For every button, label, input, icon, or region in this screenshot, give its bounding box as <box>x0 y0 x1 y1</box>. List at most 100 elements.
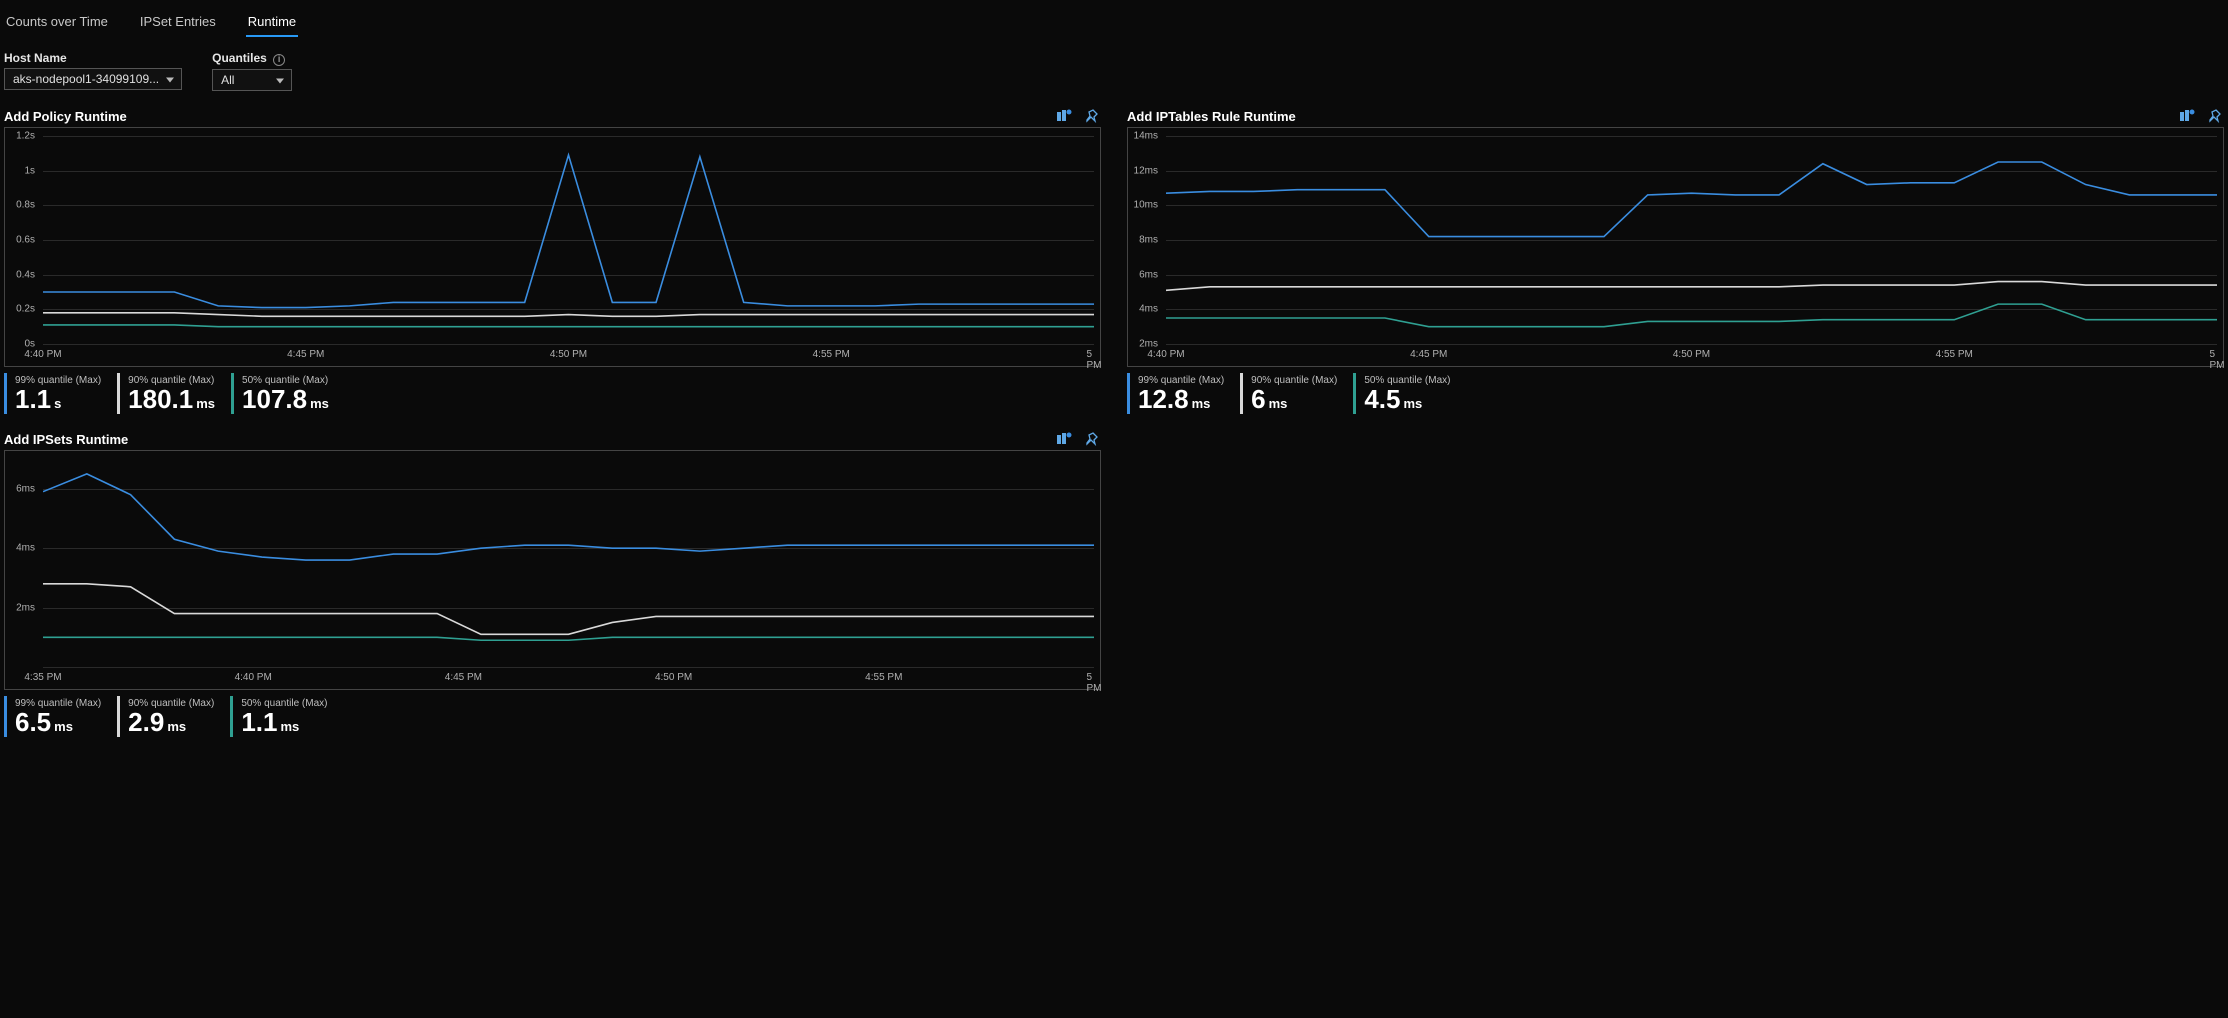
chart-actions <box>1055 107 1101 125</box>
filter-hostname: Host Name aks-nodepool1-34099109... <box>4 51 182 91</box>
metric: 99% quantile (Max)1.1s <box>4 373 111 414</box>
x-tick: 4:55 PM <box>1936 349 1973 360</box>
info-icon[interactable]: i <box>273 54 285 66</box>
plot-area <box>43 136 1094 344</box>
chart-body: 2ms4ms6ms4:35 PM4:40 PM4:45 PM4:50 PM4:5… <box>4 450 1101 690</box>
series-p99 <box>43 155 1094 308</box>
plot-area <box>43 459 1094 667</box>
x-tick: 5 PM <box>1087 349 1102 371</box>
x-axis: 4:40 PM4:45 PM4:50 PM4:55 PM5 PM <box>43 346 1094 366</box>
tabs: Counts over Time IPSet Entries Runtime <box>0 0 2228 37</box>
metric: 90% quantile (Max)180.1ms <box>117 373 225 414</box>
y-tick: 14ms <box>1134 131 1158 142</box>
chart-title: Add Policy Runtime <box>4 109 127 124</box>
tab-runtime[interactable]: Runtime <box>246 8 298 37</box>
y-tick: 2ms <box>16 602 35 613</box>
filter-quantiles-label-text: Quantiles <box>212 51 267 65</box>
y-tick: 4ms <box>1139 304 1158 315</box>
chart-body: 2ms4ms6ms8ms10ms12ms14ms4:40 PM4:45 PM4:… <box>1127 127 2224 367</box>
metric-value: 6ms <box>1251 386 1337 412</box>
series-svg <box>43 136 1094 344</box>
series-p50 <box>43 637 1094 640</box>
metric-value: 6.5ms <box>15 709 101 735</box>
metric: 99% quantile (Max)6.5ms <box>4 696 111 737</box>
x-tick: 4:55 PM <box>813 349 850 360</box>
pin-icon[interactable] <box>1083 107 1101 125</box>
metric-value: 107.8ms <box>242 386 329 412</box>
series-p50 <box>43 325 1094 327</box>
x-tick: 4:50 PM <box>1673 349 1710 360</box>
chart-actions <box>1055 430 1101 448</box>
series-svg <box>1166 136 2217 344</box>
chart-header: Add IPSets Runtime <box>4 428 1101 450</box>
y-tick: 1s <box>24 165 35 176</box>
y-tick: 6ms <box>16 483 35 494</box>
metrics-row: 99% quantile (Max)1.1s90% quantile (Max)… <box>4 367 1101 414</box>
workbook-icon[interactable] <box>1055 430 1073 448</box>
series-p50 <box>1166 304 2217 327</box>
series-p99 <box>43 474 1094 560</box>
y-tick: 0.4s <box>16 269 35 280</box>
pin-icon[interactable] <box>2206 107 2224 125</box>
x-tick: 4:50 PM <box>655 672 692 683</box>
x-tick: 4:40 PM <box>24 349 61 360</box>
quantiles-select[interactable]: All <box>212 69 292 91</box>
metrics-row: 99% quantile (Max)12.8ms90% quantile (Ma… <box>1127 367 2224 414</box>
x-tick: 5 PM <box>1087 672 1102 694</box>
tab-counts-over-time[interactable]: Counts over Time <box>4 8 110 37</box>
x-tick: 4:45 PM <box>287 349 324 360</box>
grid-line <box>1166 344 2217 345</box>
chart-header: Add IPTables Rule Runtime <box>1127 105 2224 127</box>
x-tick: 4:40 PM <box>235 672 272 683</box>
metric-value: 180.1ms <box>128 386 215 412</box>
chart-body: 0s0.2s0.4s0.6s0.8s1s1.2s4:40 PM4:45 PM4:… <box>4 127 1101 367</box>
metric: 50% quantile (Max)1.1ms <box>230 696 337 737</box>
filter-quantiles-label: Quantiles i <box>212 51 292 66</box>
metrics-row: 99% quantile (Max)6.5ms90% quantile (Max… <box>4 690 1101 737</box>
workbook-icon[interactable] <box>2178 107 2196 125</box>
filter-hostname-label: Host Name <box>4 51 182 65</box>
chart-add-iptables-rule-runtime: Add IPTables Rule Runtime2ms4ms6ms8ms10m… <box>1127 105 2224 414</box>
metric-value: 1.1ms <box>241 709 327 735</box>
charts-grid: Add Policy Runtime0s0.2s0.4s0.6s0.8s1s1.… <box>0 99 2228 743</box>
series-p99 <box>1166 162 2217 237</box>
workbook-icon[interactable] <box>1055 107 1073 125</box>
x-axis: 4:35 PM4:40 PM4:45 PM4:50 PM4:55 PM5 PM <box>43 669 1094 689</box>
metric-value: 1.1s <box>15 386 101 412</box>
metric: 90% quantile (Max)6ms <box>1240 373 1347 414</box>
filter-quantiles: Quantiles i All <box>212 51 292 91</box>
tab-ipset-entries[interactable]: IPSet Entries <box>138 8 218 37</box>
metric: 90% quantile (Max)2.9ms <box>117 696 224 737</box>
y-tick: 2ms <box>1139 339 1158 350</box>
y-tick: 0.2s <box>16 304 35 315</box>
chart-add-ipsets-runtime: Add IPSets Runtime2ms4ms6ms4:35 PM4:40 P… <box>4 428 1101 737</box>
x-axis: 4:40 PM4:45 PM4:50 PM4:55 PM5 PM <box>1166 346 2217 366</box>
grid-line <box>43 344 1094 345</box>
grid-line <box>43 667 1094 668</box>
filters: Host Name aks-nodepool1-34099109... Quan… <box>0 37 2228 99</box>
y-tick: 0s <box>24 339 35 350</box>
y-axis: 0s0.2s0.4s0.6s0.8s1s1.2s <box>5 136 39 344</box>
metric: 99% quantile (Max)12.8ms <box>1127 373 1234 414</box>
plot-area <box>1166 136 2217 344</box>
y-tick: 6ms <box>1139 269 1158 280</box>
y-tick: 8ms <box>1139 235 1158 246</box>
y-tick: 1.2s <box>16 131 35 142</box>
y-tick: 0.6s <box>16 235 35 246</box>
x-tick: 4:55 PM <box>865 672 902 683</box>
chart-title: Add IPSets Runtime <box>4 432 128 447</box>
y-tick: 12ms <box>1134 165 1158 176</box>
chart-header: Add Policy Runtime <box>4 105 1101 127</box>
y-axis: 2ms4ms6ms8ms10ms12ms14ms <box>1128 136 1162 344</box>
x-tick: 5 PM <box>2210 349 2225 371</box>
hostname-select[interactable]: aks-nodepool1-34099109... <box>4 68 182 90</box>
series-p90 <box>1166 282 2217 291</box>
chart-add-policy-runtime: Add Policy Runtime0s0.2s0.4s0.6s0.8s1s1.… <box>4 105 1101 414</box>
x-tick: 4:40 PM <box>1147 349 1184 360</box>
metric: 50% quantile (Max)107.8ms <box>231 373 339 414</box>
x-tick: 4:50 PM <box>550 349 587 360</box>
x-tick: 4:35 PM <box>24 672 61 683</box>
pin-icon[interactable] <box>1083 430 1101 448</box>
series-svg <box>43 459 1094 667</box>
metric-value: 12.8ms <box>1138 386 1224 412</box>
